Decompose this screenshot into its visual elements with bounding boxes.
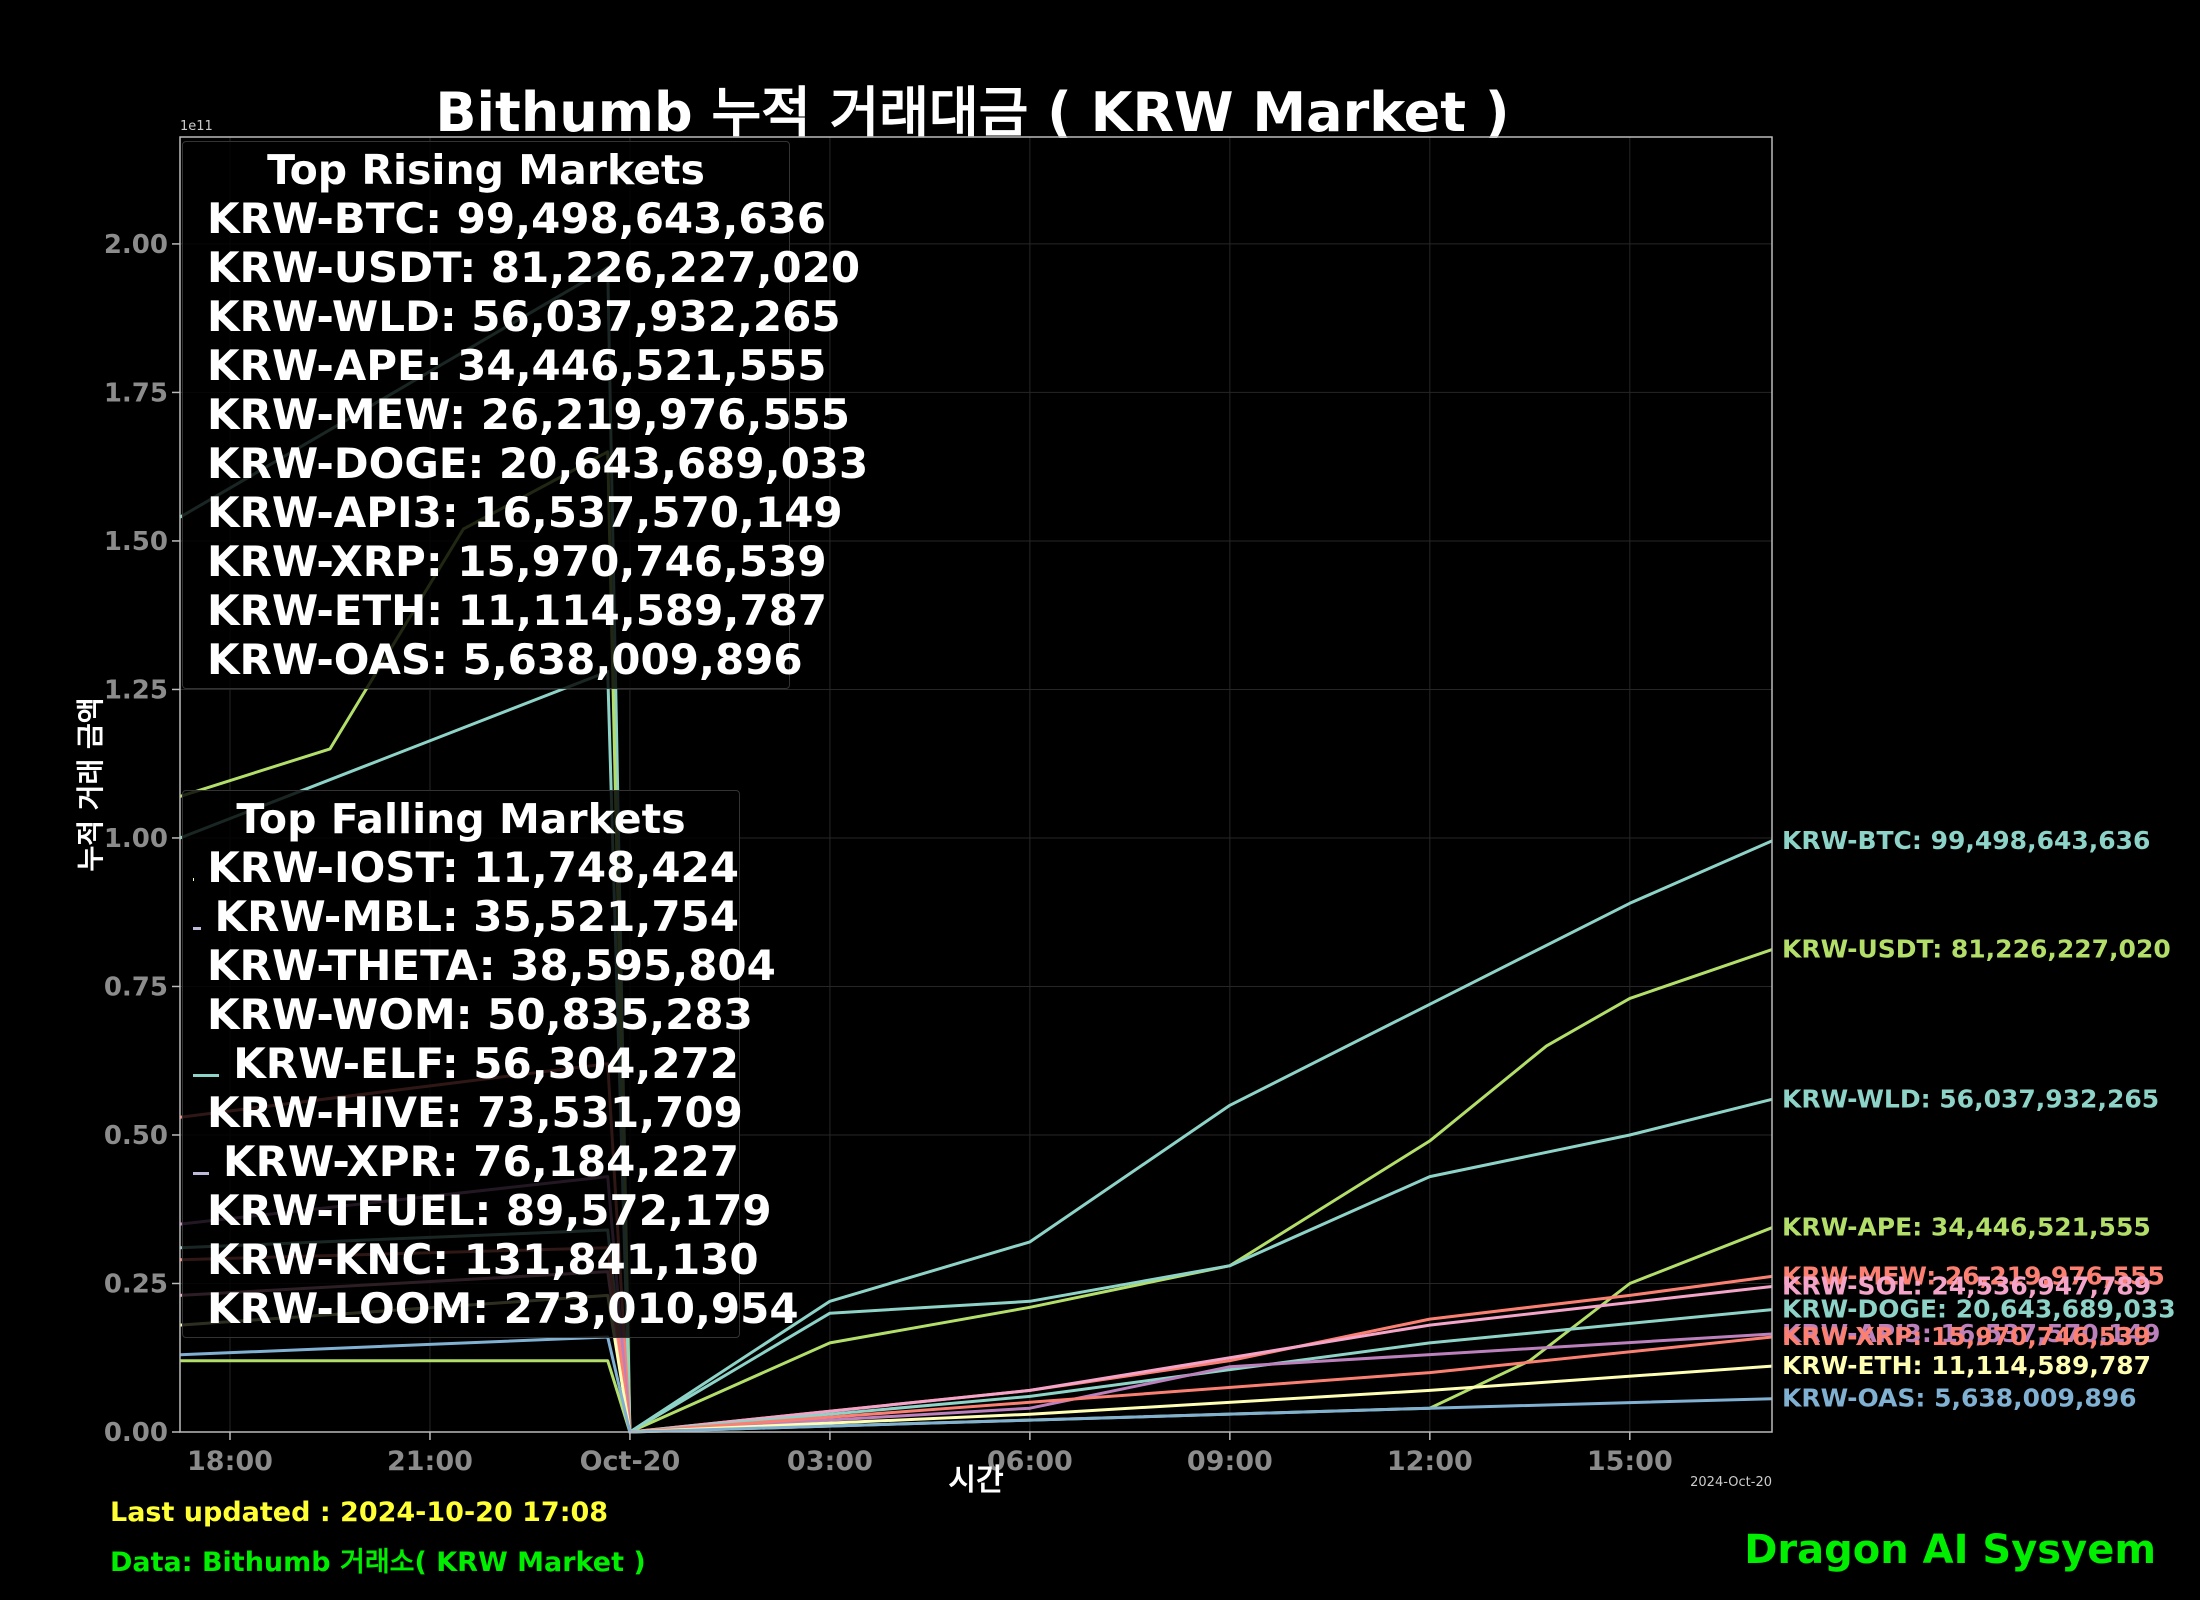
legend-label: KRW-IOST: 11,748,424 [207,843,739,892]
y-scale-offset-label: 1e11 [180,119,213,134]
legend-entry: KRW-OAS: 5,638,009,896 [183,635,803,684]
legend-label: KRW-THETA: 38,595,804 [207,941,776,990]
legend-label: KRW-LOOM: 273,010,954 [207,1284,799,1333]
end-label-krw-eth: KRW-ETH: 11,114,589,787 [1782,1351,2151,1380]
x-axis-label: 시간 [948,1463,1004,1498]
chart-title: Bithumb 누적 거래대금 ( KRW Market ) [435,81,1510,144]
legend-label: KRW-WOM: 50,835,283 [207,990,753,1039]
end-label-krw-oas: KRW-OAS: 5,638,009,896 [1782,1384,2137,1413]
legend-entry: KRW-DOGE: 20,643,689,033 [183,439,868,488]
legend-entry: KRW-THETA: 38,595,804 [183,941,776,990]
legend-title: Top Rising Markets [267,146,705,194]
series-line-krw-wld [179,670,1773,1434]
x-tick-label: 21:00 [387,1446,473,1477]
legend-entry: KRW-ELF: 56,304,272 [183,1039,739,1088]
x-tick-label: Oct-20 [580,1446,681,1477]
x-tick-label: 15:00 [1587,1446,1673,1477]
legend-entry: KRW-WLD: 56,037,932,265 [183,292,841,341]
legend-label: KRW-ELF: 56,304,272 [233,1039,739,1088]
legend-label: KRW-WLD: 56,037,932,265 [207,292,841,341]
legend-entry: KRW-MBL: 35,521,754 [183,892,739,941]
legend-swatch [193,927,201,930]
legend-label: KRW-HIVE: 73,531,709 [207,1088,743,1137]
legend-label: KRW-ETH: 11,114,589,787 [207,586,827,635]
legend-label: KRW-MBL: 35,521,754 [214,892,739,941]
legend-entry: KRW-XRP: 15,970,746,539 [183,537,827,586]
x-tick-label: 18:00 [187,1446,273,1477]
x-offset-label: 2024-Oct-20 [1690,1475,1772,1490]
legend-entry: KRW-ETH: 11,114,589,787 [183,586,827,635]
y-tick-label: 0.25 [104,1269,168,1299]
y-tick-label: 2.00 [104,230,168,260]
legend-swatch [193,1074,220,1077]
end-label-krw-sol: KRW-SOL: 24,536,947,789 [1782,1271,2151,1300]
legend-label: KRW-KNC: 131,841,130 [207,1235,759,1284]
legend-swatch [193,1172,210,1175]
legend-entry: KRW-APE: 34,446,521,555 [183,341,826,390]
brand-text: Dragon AI Sysyem [1744,1527,2156,1573]
y-tick-label: 1.00 [104,824,168,854]
legend-top-falling: Top Falling Markets KRW-IOST: 11,748,424… [182,790,799,1338]
legend-label: KRW-XPR: 76,184,227 [223,1137,739,1186]
y-tick-label: 1.75 [104,378,168,408]
legend-entry: KRW-WOM: 50,835,283 [183,990,753,1039]
legend-entry: KRW-LOOM: 273,010,954 [183,1284,799,1333]
end-label-krw-ape: KRW-APE: 34,446,521,555 [1782,1213,2151,1242]
y-tick-label: 1.50 [104,527,168,557]
y-axis-label: 누적 거래 금액 [74,697,107,871]
legend-top-rising: Top Rising Markets KRW-BTC: 99,498,643,6… [182,141,868,689]
legend-entry: KRW-MEW: 26,219,976,555 [183,390,850,439]
end-label-krw-mew: KRW-MEW: 26,219,976,555 [1782,1261,2165,1290]
legend-label: KRW-USDT: 81,226,227,020 [207,243,861,292]
legend-entry: KRW-API3: 16,537,570,149 [183,488,843,537]
x-tick-label: 09:00 [1187,1446,1273,1477]
y-tick-label: 1.25 [104,675,168,705]
legend-title: Top Falling Markets [236,795,686,843]
legend-entry: KRW-TFUEL: 89,572,179 [183,1186,772,1235]
legend-label: KRW-XRP: 15,970,746,539 [207,537,827,586]
legend-label: KRW-MEW: 26,219,976,555 [207,390,851,439]
legend-entry: KRW-HIVE: 73,531,709 [183,1088,743,1137]
end-label-krw-wld: KRW-WLD: 56,037,932,265 [1782,1084,2159,1113]
end-label-krw-btc: KRW-BTC: 99,498,643,636 [1782,826,2150,855]
legend-label: KRW-APE: 34,446,521,555 [207,341,827,390]
legend-label: KRW-API3: 16,537,570,149 [207,488,843,537]
legend-label: KRW-OAS: 5,638,009,896 [207,635,803,684]
x-tick-label: 12:00 [1387,1446,1473,1477]
series-line-krw-oas [179,1335,1773,1434]
y-tick-label: 0.75 [104,972,168,1002]
legend-label: KRW-TFUEL: 89,572,179 [207,1186,772,1235]
legend-entry: KRW-XPR: 76,184,227 [183,1137,739,1186]
data-source-text: Data: Bithumb 거래소( KRW Market ) [110,1547,646,1578]
legend-entry: KRW-IOST: 11,748,424 [183,843,739,892]
legend-entry: KRW-KNC: 131,841,130 [183,1235,759,1284]
last-updated-text: Last updated : 2024-10-20 17:08 [110,1497,609,1528]
end-label-krw-doge: KRW-DOGE: 20,643,689,033 [1782,1295,2176,1324]
y-tick-label: 0.50 [104,1121,168,1151]
end-label-krw-usdt: KRW-USDT: 81,226,227,020 [1782,935,2171,964]
x-tick-label: 03:00 [787,1446,873,1477]
legend-entry: KRW-USDT: 81,226,227,020 [183,243,860,292]
legend-label: KRW-DOGE: 20,643,689,033 [207,439,869,488]
end-label-krw-api3: KRW-API3: 16,537,570,149 [1782,1319,2160,1348]
plot-frame [179,136,1773,1433]
end-label-krw-xrp: KRW-XRP: 15,970,746,539 [1782,1322,2151,1351]
x-tick-label: 06:00 [987,1446,1073,1477]
y-tick-label: 0.00 [104,1418,168,1448]
legend-label: KRW-BTC: 99,498,643,636 [207,194,826,243]
legend-entry: KRW-BTC: 99,498,643,636 [183,194,826,243]
